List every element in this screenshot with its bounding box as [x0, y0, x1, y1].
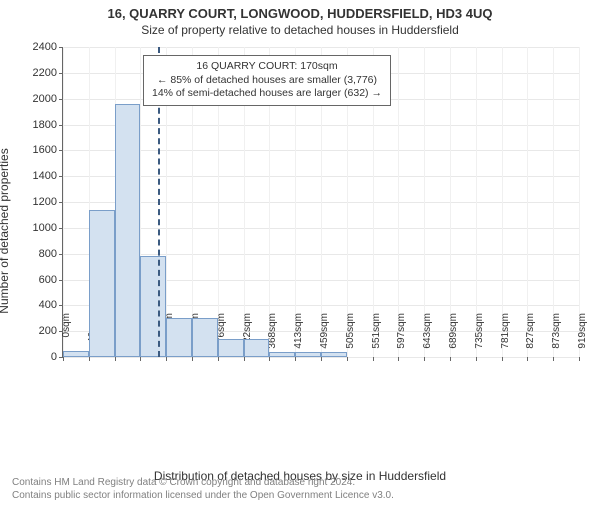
plot-area: 0200400600800100012001400160018002000220… — [62, 47, 579, 358]
x-tick-mark — [166, 357, 167, 361]
histogram-bar — [166, 318, 192, 357]
x-tick-label: 873sqm — [551, 313, 562, 363]
histogram-bar — [218, 339, 244, 357]
histogram-bar — [244, 339, 270, 357]
histogram-bar — [140, 256, 166, 357]
x-tick-mark — [450, 357, 451, 361]
annotation-line2: ← 85% of detached houses are smaller (3,… — [152, 74, 382, 88]
x-tick-mark — [553, 357, 554, 361]
footer-line1: Contains HM Land Registry data © Crown c… — [12, 476, 394, 489]
footer-line2: Contains public sector information licen… — [12, 489, 394, 502]
histogram-bar — [89, 210, 115, 357]
histogram-bar — [295, 352, 321, 357]
x-tick-mark — [218, 357, 219, 361]
annotation-line1: 16 QUARRY COURT: 170sqm — [152, 60, 382, 74]
vgridline — [579, 47, 580, 357]
x-tick-mark — [140, 357, 141, 361]
x-tick-mark — [269, 357, 270, 361]
x-tick-label: 597sqm — [396, 313, 407, 363]
histogram-bar — [192, 318, 218, 357]
x-tick-mark — [424, 357, 425, 361]
vgridline — [450, 47, 451, 357]
x-tick-mark — [476, 357, 477, 361]
vgridline — [527, 47, 528, 357]
x-tick-mark — [502, 357, 503, 361]
x-tick-mark — [244, 357, 245, 361]
vgridline — [424, 47, 425, 357]
chart-title-sub: Size of property relative to detached ho… — [0, 23, 600, 37]
x-tick-mark — [321, 357, 322, 361]
x-tick-label: 643sqm — [422, 313, 433, 363]
x-tick-mark — [295, 357, 296, 361]
histogram-bar — [269, 352, 295, 357]
x-tick-mark — [398, 357, 399, 361]
x-tick-label: 919sqm — [577, 313, 588, 363]
footer-credits: Contains HM Land Registry data © Crown c… — [12, 476, 394, 502]
x-tick-label: 689sqm — [448, 313, 459, 363]
x-tick-mark — [579, 357, 580, 361]
vgridline — [398, 47, 399, 357]
x-tick-mark — [63, 357, 64, 361]
chart-container: Number of detached properties 0200400600… — [10, 41, 590, 421]
vgridline — [502, 47, 503, 357]
histogram-bar — [115, 104, 141, 357]
y-axis-label: Number of detached properties — [0, 148, 11, 313]
x-tick-label: 735sqm — [474, 313, 485, 363]
x-tick-label: 781sqm — [500, 313, 511, 363]
x-tick-label: 551sqm — [371, 313, 382, 363]
vgridline — [63, 47, 64, 357]
annotation-line3: 14% of semi-detached houses are larger (… — [152, 87, 382, 101]
x-tick-mark — [192, 357, 193, 361]
x-tick-mark — [527, 357, 528, 361]
vgridline — [553, 47, 554, 357]
property-annotation: 16 QUARRY COURT: 170sqm ← 85% of detache… — [143, 55, 391, 106]
x-tick-mark — [115, 357, 116, 361]
x-tick-mark — [347, 357, 348, 361]
x-tick-label: 827sqm — [525, 313, 536, 363]
chart-title-main: 16, QUARRY COURT, LONGWOOD, HUDDERSFIELD… — [0, 6, 600, 21]
x-tick-mark — [89, 357, 90, 361]
histogram-bar — [321, 352, 347, 357]
vgridline — [476, 47, 477, 357]
histogram-bar — [63, 351, 89, 357]
x-tick-mark — [373, 357, 374, 361]
